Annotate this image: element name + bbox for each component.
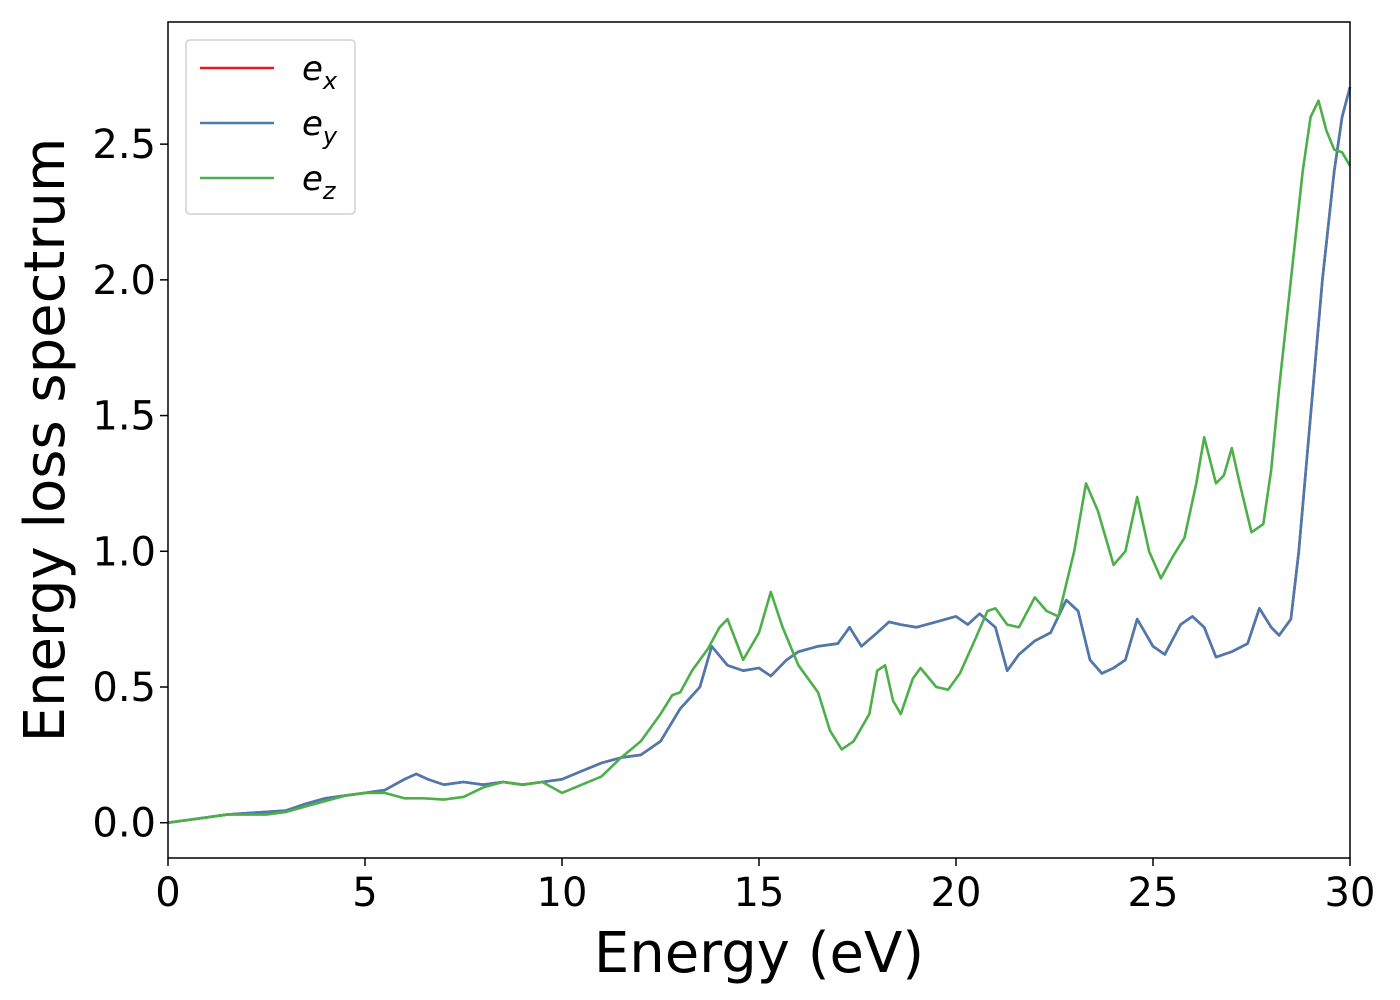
x-axis-label: Energy (eV): [594, 921, 924, 986]
legend-label-z: ez: [302, 159, 337, 205]
x-tick-label: 20: [931, 870, 982, 916]
y-axis-label: Energy loss spectrum: [13, 138, 78, 743]
y-tick-label: 2.0: [92, 258, 156, 304]
legend-box: [185, 39, 356, 215]
x-tick-label: 0: [155, 870, 180, 916]
plot-area: [168, 22, 1350, 858]
legend-label-y: ey: [302, 104, 338, 150]
x-tick-label: 15: [734, 870, 785, 916]
x-axis-ticks: 0 5 10 15 20 25 30: [155, 858, 1375, 916]
x-tick-label: 10: [537, 870, 588, 916]
y-tick-label: 1.5: [92, 394, 156, 440]
y-tick-label: 2.5: [92, 122, 156, 168]
series-line-y: [167, 86, 1352, 824]
series-line-z: [167, 99, 1352, 824]
x-tick-label: 30: [1325, 870, 1376, 916]
y-tick-label: 0.5: [92, 665, 156, 711]
x-tick-label: 5: [352, 870, 377, 916]
legend: ex ey ez: [185, 39, 356, 215]
series-layer: [167, 86, 1352, 824]
legend-label-x: ex: [302, 49, 338, 95]
y-tick-label: 1.0: [92, 529, 156, 575]
x-tick-label: 25: [1128, 870, 1179, 916]
y-tick-label: 0.0: [92, 801, 156, 847]
y-axis-ticks: 0.0 0.5 1.0 1.5 2.0 2.5: [92, 122, 168, 847]
